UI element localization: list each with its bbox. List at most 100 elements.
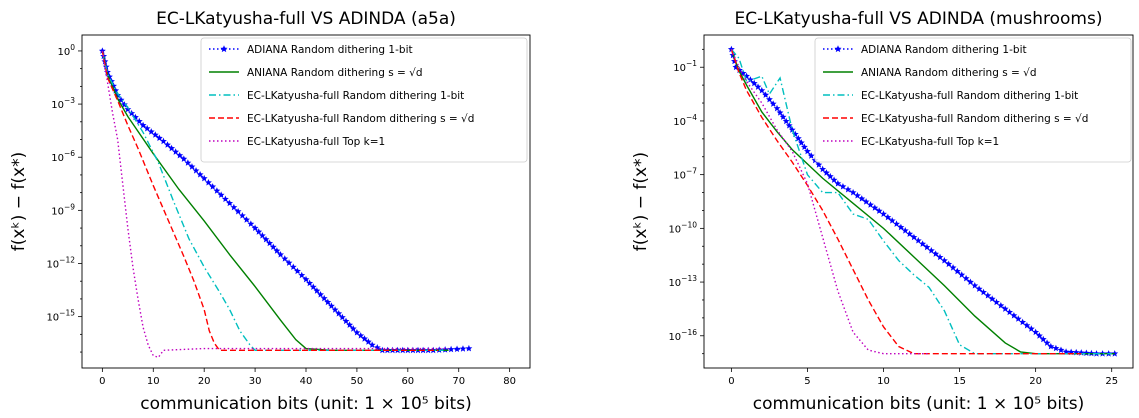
series-marker	[143, 124, 151, 132]
series-marker	[135, 117, 143, 125]
x-tick-label: 70	[452, 376, 465, 387]
series-marker	[949, 264, 957, 271]
x-tick-label: 30	[249, 376, 262, 387]
series-marker	[213, 187, 221, 194]
x-tick-label: 40	[300, 376, 313, 387]
legend-marker	[220, 45, 228, 53]
series-line-3	[730, 48, 1112, 355]
series-marker	[196, 170, 204, 178]
series-marker	[862, 198, 870, 205]
x-tick-label: 20	[1029, 376, 1042, 387]
legend-entry: EC-LKatyusha-full Random dithering s = √…	[861, 113, 1088, 125]
legend-marker	[834, 45, 842, 53]
series-marker	[320, 294, 328, 302]
legend-entry: EC-LKatyusha-full Random dithering 1-bit	[861, 90, 1078, 102]
series-marker	[373, 344, 381, 351]
series-marker	[243, 216, 251, 223]
series-marker	[313, 287, 321, 294]
series-group	[98, 47, 473, 359]
series-marker	[958, 271, 966, 278]
series-group	[727, 45, 1119, 357]
series-marker	[1019, 318, 1027, 326]
series-marker	[453, 345, 461, 353]
series-marker	[819, 165, 827, 173]
series-marker	[346, 321, 354, 328]
series-marker	[226, 199, 234, 207]
y-tick-label: 10−3	[51, 96, 75, 111]
series-marker	[914, 237, 922, 244]
chart-title: EC-LKatyusha-full VS ADINDA (mushrooms)	[735, 9, 1103, 29]
series-marker	[797, 139, 805, 146]
series-marker	[788, 126, 796, 133]
x-tick-label: 50	[351, 376, 364, 387]
series-marker	[98, 47, 106, 54]
series-marker	[953, 267, 961, 275]
series-marker	[993, 298, 1000, 306]
series-marker	[205, 179, 212, 186]
x-axis-label: communication bits (unit: 1 × 10⁵ bits)	[140, 394, 471, 414]
series-marker	[298, 271, 306, 279]
series-marker	[830, 176, 838, 183]
series-marker	[234, 207, 242, 215]
series-marker	[251, 224, 259, 231]
series-marker	[1023, 321, 1031, 329]
series-line-5	[730, 49, 930, 355]
series-marker	[980, 288, 987, 296]
chart-a5a: EC-LKatyusha-full VS ADINDA (a5a) 0 10 20 30…	[9, 9, 531, 414]
series-marker	[151, 131, 159, 138]
series-marker	[754, 83, 762, 90]
x-tick-label: 60	[401, 376, 414, 387]
series-marker	[357, 332, 365, 339]
x-tick-label: 10	[147, 376, 160, 387]
series-marker	[779, 113, 787, 120]
series-marker	[306, 279, 314, 287]
series-marker	[331, 306, 339, 313]
y-tick-label: 10−12	[46, 255, 75, 270]
series-marker	[1032, 328, 1040, 336]
series-marker	[172, 148, 180, 155]
series-marker	[932, 250, 940, 257]
series-marker	[782, 117, 790, 125]
series-marker	[302, 275, 310, 283]
series-marker	[317, 291, 324, 298]
series-marker	[281, 255, 289, 262]
series-marker	[164, 141, 171, 148]
series-marker	[200, 174, 208, 182]
series-marker	[155, 134, 163, 141]
series-marker	[800, 143, 808, 150]
series-marker	[758, 86, 766, 94]
series-marker	[1043, 339, 1051, 346]
series-marker	[1111, 350, 1119, 357]
series-marker	[309, 283, 317, 290]
legend-entry: EC-LKatyusha-full Random dithering s = √…	[247, 113, 474, 125]
x-tick-label: 25	[1105, 376, 1118, 387]
x-tick-label: 0	[728, 376, 734, 387]
x-tick-label: 15	[953, 376, 966, 387]
series-marker	[880, 210, 887, 217]
legend-entry: EC-LKatyusha-full Random dithering 1-bit	[247, 90, 464, 102]
series-marker	[180, 155, 188, 162]
x-tick-label: 5	[804, 376, 810, 387]
series-marker	[1052, 344, 1060, 352]
series-marker	[124, 105, 132, 113]
series-marker	[997, 301, 1005, 309]
series-marker	[132, 113, 139, 121]
series-marker	[746, 76, 754, 83]
series-marker	[361, 335, 368, 342]
series-marker	[1014, 315, 1022, 322]
plot-frame	[703, 34, 1134, 369]
series-marker	[269, 243, 277, 250]
y-axis-label: f(xᵏ) − f(x*)	[631, 152, 651, 251]
series-marker	[338, 313, 346, 321]
series-marker	[773, 104, 781, 112]
series-line-1	[730, 49, 1115, 355]
series-marker	[294, 267, 301, 275]
series-marker	[1047, 342, 1055, 350]
legend-box	[814, 37, 1132, 163]
series-marker	[328, 302, 335, 309]
series-marker	[826, 172, 834, 180]
y-tick-label: 100	[57, 43, 75, 58]
series-marker	[273, 247, 281, 254]
chart-mushrooms: EC-LKatyusha-full VS ADINDA (mushrooms) 0…	[631, 9, 1134, 414]
